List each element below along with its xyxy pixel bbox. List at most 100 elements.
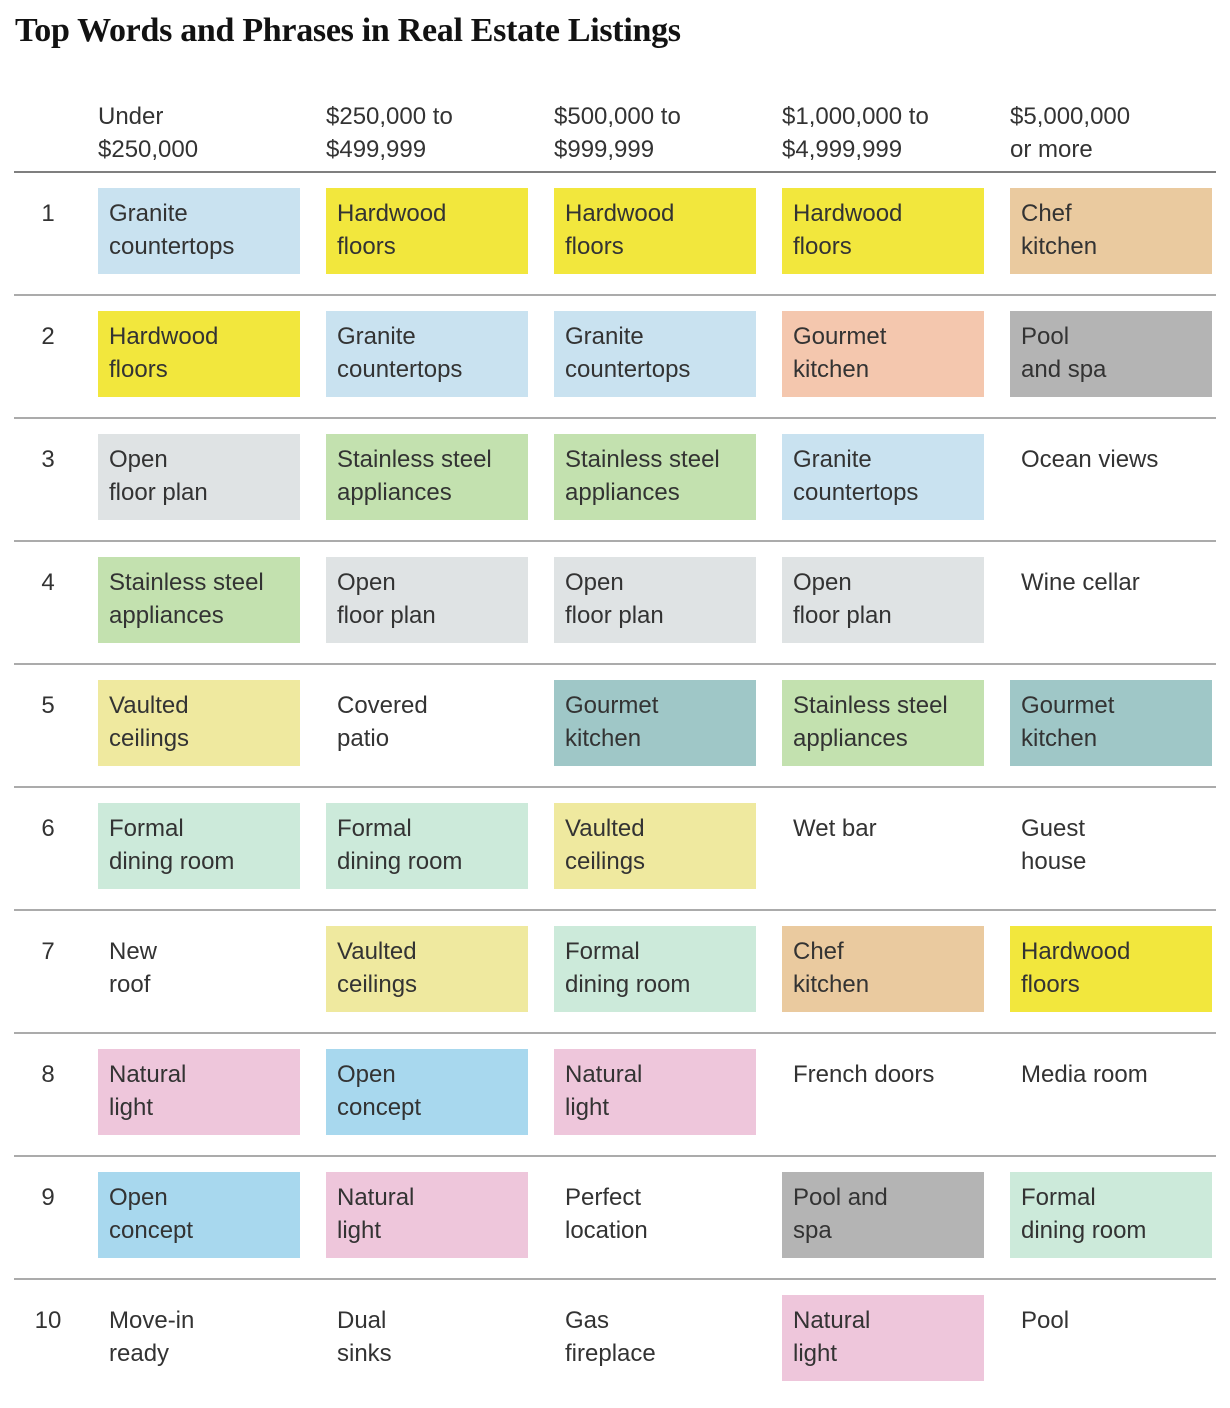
phrase-highlight-block: Open floor plan xyxy=(98,434,300,520)
phrase-highlight-block: Pool and spa xyxy=(1010,311,1212,397)
phrase-highlight-block: Gas fireplace xyxy=(565,1307,656,1367)
phrase-cell: Gas fireplace xyxy=(554,1295,782,1381)
phrase-cell: Gourmet kitchen xyxy=(782,311,1010,397)
phrase-highlight-block: Natural light xyxy=(326,1172,528,1258)
rank-label: 10 xyxy=(34,1307,62,1334)
phrase-cell: Hardwood floors xyxy=(782,188,1010,274)
phrase-highlight-block: Dual sinks xyxy=(337,1307,392,1367)
phrase-cell: Stainless steel appliances xyxy=(326,434,554,520)
column-header: $250,000 to $499,999 xyxy=(326,103,453,163)
phrase-cell: Granite countertops xyxy=(782,434,1010,520)
phrase-highlight-block: Hardwood floors xyxy=(98,311,300,397)
phrase-highlight-block: Stainless steel appliances xyxy=(782,680,984,766)
phrase-cell: Ocean views xyxy=(1010,434,1230,520)
phrase-highlight-block: Chef kitchen xyxy=(782,926,984,1012)
table-row: 5 Vaulted ceilings Covered patio Gourmet ki… xyxy=(14,663,1216,786)
table-row: 1 Granite countertops Hardwood floors Hardw… xyxy=(14,173,1216,294)
table-row: 6 Formal dining room Formal dining room Vau… xyxy=(14,786,1216,909)
rank-label: 6 xyxy=(41,815,55,842)
table-header-row: Under $250,000 $250,000 to $499,999 $500,0… xyxy=(14,100,1216,173)
phrase-cell: Open floor plan xyxy=(554,557,782,643)
phrase-cell: Wet bar xyxy=(782,803,1010,889)
phrase-cell: Wine cellar xyxy=(1010,557,1230,643)
phrase-highlight-block: Vaulted ceilings xyxy=(554,803,756,889)
phrase-cell: Formal dining room xyxy=(98,803,326,889)
phrase-highlight-block: Wine cellar xyxy=(1021,569,1140,596)
listings-table: Under $250,000 $250,000 to $499,999 $500,0… xyxy=(14,100,1216,1401)
table-row: 7 New roof Vaulted ceilings Formal dining r… xyxy=(14,909,1216,1032)
phrase-cell: Hardwood floors xyxy=(326,188,554,274)
table-row: 4 Stainless steel appliances Open floor pl… xyxy=(14,540,1216,663)
table-row: 9 Open concept Natural light Perfect locati… xyxy=(14,1155,1216,1278)
phrase-cell: Perfect location xyxy=(554,1172,782,1258)
phrase-highlight-block: Open floor plan xyxy=(326,557,528,643)
phrase-highlight-block: Formal dining room xyxy=(1010,1172,1212,1258)
table-row: 2 Hardwood floors Granite countertops Grani… xyxy=(14,294,1216,417)
phrase-cell: Hardwood floors xyxy=(98,311,326,397)
phrase-cell: Dual sinks xyxy=(326,1295,554,1381)
column-header: Under $250,000 xyxy=(98,103,199,163)
phrase-highlight-block: New roof xyxy=(109,938,158,998)
phrase-highlight-block: Open concept xyxy=(326,1049,528,1135)
phrase-cell: Granite countertops xyxy=(554,311,782,397)
phrase-cell: Gourmet kitchen xyxy=(554,680,782,766)
phrase-cell: Pool xyxy=(1010,1295,1230,1381)
phrase-highlight-block: Vaulted ceilings xyxy=(326,926,528,1012)
rank-label: 1 xyxy=(41,200,55,227)
phrase-highlight-block: French doors xyxy=(793,1061,935,1088)
phrase-cell: Open floor plan xyxy=(326,557,554,643)
phrase-cell: Natural light xyxy=(554,1049,782,1135)
phrase-cell: Open floor plan xyxy=(98,434,326,520)
phrase-cell: Natural light xyxy=(326,1172,554,1258)
phrase-cell: French doors xyxy=(782,1049,1010,1135)
phrase-cell: Stainless steel appliances xyxy=(98,557,326,643)
phrase-cell: Stainless steel appliances xyxy=(782,680,1010,766)
phrase-highlight-block: Guest house xyxy=(1021,815,1087,875)
phrase-highlight-block: Formal dining room xyxy=(554,926,756,1012)
phrase-cell: Formal dining room xyxy=(1010,1172,1230,1258)
column-header: $500,000 to $999,999 xyxy=(554,103,681,163)
phrase-highlight-block: Vaulted ceilings xyxy=(98,680,300,766)
phrase-cell: Vaulted ceilings xyxy=(326,926,554,1012)
phrase-highlight-block: Ocean views xyxy=(1021,446,1159,473)
phrase-cell: Move-in ready xyxy=(98,1295,326,1381)
phrase-cell: Granite countertops xyxy=(326,311,554,397)
rank-label: 4 xyxy=(41,569,55,596)
phrase-highlight-block: Open floor plan xyxy=(782,557,984,643)
phrase-cell: Guest house xyxy=(1010,803,1230,889)
page-title: Top Words and Phrases in Real Estate Lis… xyxy=(15,12,681,49)
rank-label: 3 xyxy=(41,446,55,473)
phrase-cell: Pool and spa xyxy=(1010,311,1230,397)
phrase-cell: Vaulted ceilings xyxy=(554,803,782,889)
phrase-highlight-block: Natural light xyxy=(98,1049,300,1135)
phrase-highlight-block: Open floor plan xyxy=(554,557,756,643)
phrase-cell: Pool and spa xyxy=(782,1172,1010,1258)
phrase-cell: Hardwood floors xyxy=(1010,926,1230,1012)
phrase-cell: Gourmet kitchen xyxy=(1010,680,1230,766)
phrase-highlight-block: Hardwood floors xyxy=(554,188,756,274)
phrase-highlight-block: Formal dining room xyxy=(98,803,300,889)
phrase-highlight-block: Stainless steel appliances xyxy=(98,557,300,643)
rank-label: 5 xyxy=(41,692,55,719)
phrase-highlight-block: Wet bar xyxy=(793,815,877,842)
phrase-cell: Hardwood floors xyxy=(554,188,782,274)
phrase-highlight-block: Hardwood floors xyxy=(782,188,984,274)
table-row: 8 Natural light Open concept Natural light F… xyxy=(14,1032,1216,1155)
phrase-highlight-block: Pool and spa xyxy=(782,1172,984,1258)
phrase-highlight-block: Covered patio xyxy=(337,692,428,752)
phrase-highlight-block: Gourmet kitchen xyxy=(554,680,756,766)
column-header: $5,000,000 or more xyxy=(1010,103,1131,163)
phrase-cell: Chef kitchen xyxy=(782,926,1010,1012)
phrase-highlight-block: Move-in ready xyxy=(109,1307,195,1367)
phrase-highlight-block: Hardwood floors xyxy=(326,188,528,274)
rank-label: 2 xyxy=(41,323,55,350)
phrase-cell: Media room xyxy=(1010,1049,1230,1135)
rank-label: 8 xyxy=(41,1061,55,1088)
phrase-cell: Formal dining room xyxy=(554,926,782,1012)
phrase-highlight-block: Stainless steel appliances xyxy=(326,434,528,520)
phrase-cell: Open floor plan xyxy=(782,557,1010,643)
phrase-highlight-block: Formal dining room xyxy=(326,803,528,889)
phrase-cell: Covered patio xyxy=(326,680,554,766)
rank-label: 9 xyxy=(41,1184,55,1211)
